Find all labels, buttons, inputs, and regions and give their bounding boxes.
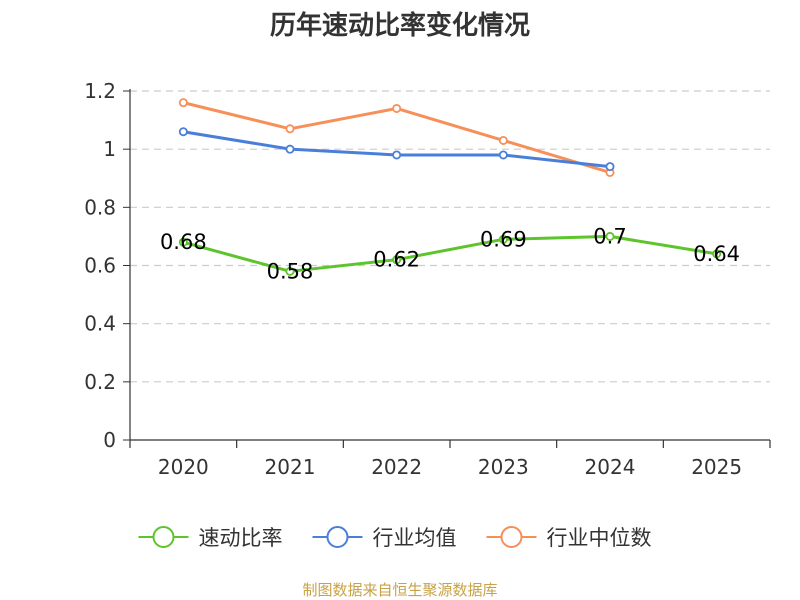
y-tick-label: 0.2 [84,370,116,394]
data-label: 0.64 [693,242,740,266]
legend-marker [500,526,523,548]
series-point-1 [178,127,188,137]
series-point-0 [285,266,295,276]
x-tick-label: 2023 [478,455,529,479]
legend-label: 速动比率 [199,526,283,550]
data-label: 0.7 [593,224,626,248]
data-label: 0.68 [160,230,207,254]
x-tick-label: 2022 [371,455,422,479]
series-line-2 [182,101,611,174]
x-tick-label: 2024 [585,455,636,479]
series-point-0 [392,255,402,265]
series-point-2 [178,98,188,108]
x-tick-label: 2025 [691,455,742,479]
x-tick-label: 2021 [265,455,316,479]
y-tick-label: 0.6 [84,254,116,278]
data-label: 0.62 [373,248,420,272]
data-labels: 0.68 0.58 0.62 0.69 0.7 0.64 [160,224,740,283]
data-label: 0.58 [267,259,314,283]
legend-label: 行业中位数 [547,526,652,550]
y-tick-label: 0.4 [84,312,116,336]
data-label: 0.69 [480,227,527,251]
y-tick-label: 0.8 [84,195,116,219]
y-tick-label: 1.2 [84,79,116,103]
y-tick-label: 0 [103,428,116,452]
series-point-0 [178,237,188,247]
legend-item-0[interactable]: 速动比率 [138,526,283,550]
series-point-0 [498,234,508,244]
series-point-2 [498,135,508,145]
series-point-2 [392,103,402,113]
legend-item-2[interactable]: 行业中位数 [486,526,652,550]
series-point-2 [285,124,295,134]
axes: 0 0.2 0.4 0.6 0.8 1 1.2 2020 2021 2022 2023 2024 202… [84,79,771,479]
series-layer [178,98,722,276]
x-tick-label: 2020 [158,455,209,479]
source-note: 制图数据来自恒生聚源数据库 [302,581,497,599]
legend-item-1[interactable]: 行业均值 [312,526,457,550]
legend-marker [152,526,175,548]
chart-title: 历年速动比率变化情况 [270,10,530,41]
series-point-1 [392,150,402,160]
series-line-0 [182,234,717,273]
series-point-1 [285,144,295,154]
legend-marker [326,526,349,548]
y-tick-label: 1 [103,137,116,161]
grid-lines [130,90,770,383]
series-point-1 [498,150,508,160]
series-point-1 [605,162,615,172]
legend[interactable]: 速动比率 行业均值 行业中位数 [138,526,652,550]
series-point-0 [605,231,615,241]
legend-label: 行业均值 [373,526,457,550]
series-point-0 [712,249,722,259]
